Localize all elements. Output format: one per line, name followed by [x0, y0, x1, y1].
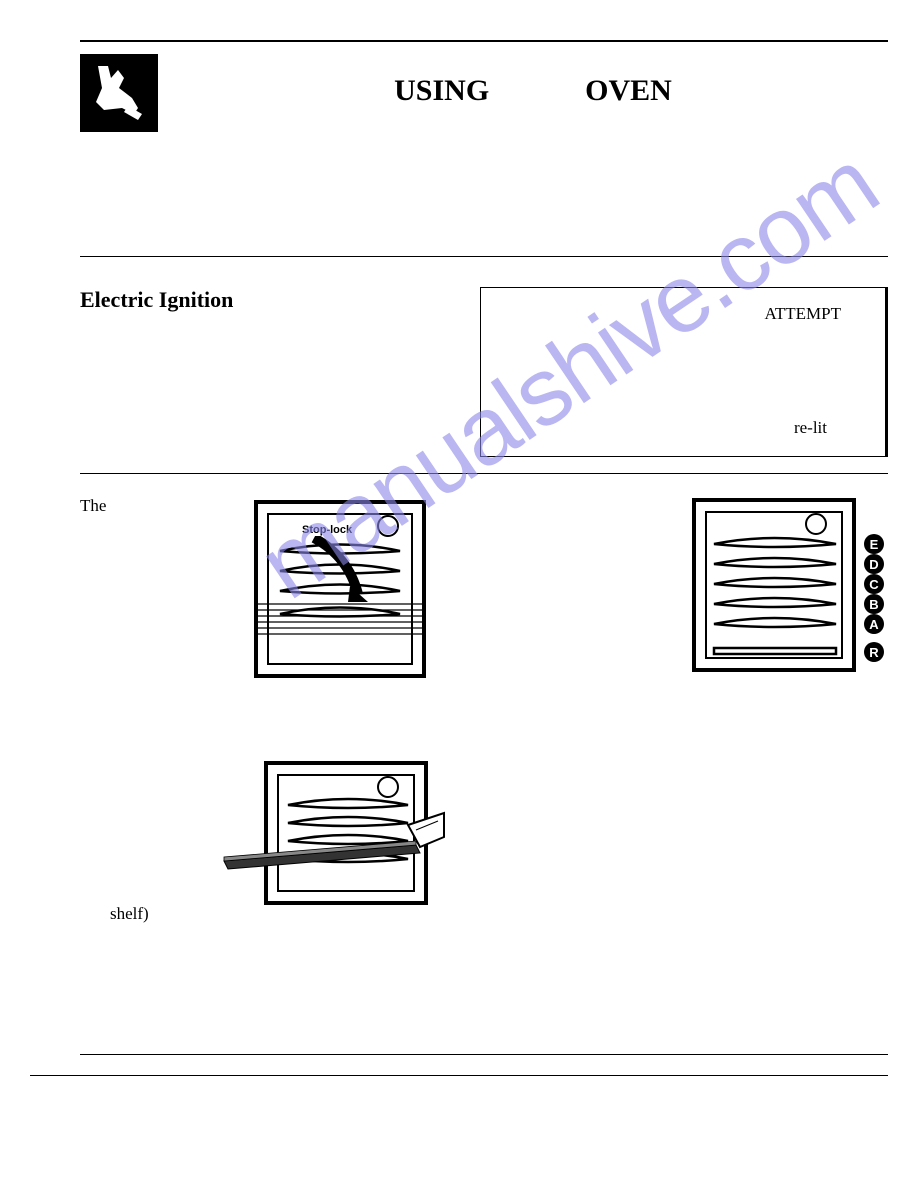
- figure-shelf-removal: [220, 757, 460, 914]
- page-title-area: USING OVEN: [178, 54, 888, 108]
- warning-box: ATTEMPT re-lit: [480, 287, 888, 457]
- page-title-part2: OVEN: [585, 74, 672, 107]
- hand-icon-svg: [84, 58, 154, 128]
- position-label-d: D: [864, 554, 884, 574]
- position-label-r: R: [864, 642, 884, 662]
- bottom-rule-1: [80, 1054, 888, 1055]
- header-row: USING OVEN: [80, 54, 888, 132]
- shelves-section: The: [80, 474, 888, 954]
- fig1-svg: [250, 496, 460, 682]
- top-rule: [80, 40, 888, 42]
- figure-shelf-positions: E D C B A R: [688, 496, 878, 679]
- ignition-section: Electric Ignition ATTEMPT re-lit: [80, 257, 888, 473]
- figure-stoplock: Stop-lock: [250, 496, 460, 687]
- warning-word-relit: re-lit: [497, 418, 827, 438]
- warning-word-attempt: ATTEMPT: [497, 304, 841, 324]
- bottom-rule-2: [30, 1075, 888, 1076]
- position-label-e: E: [864, 534, 884, 554]
- position-label-b: B: [864, 594, 884, 614]
- ignition-heading: Electric Ignition: [80, 287, 462, 313]
- position-label-c: C: [864, 574, 884, 594]
- fig2-svg: [220, 757, 460, 909]
- page-title-part1: USING: [394, 74, 489, 107]
- position-label-a: A: [864, 614, 884, 634]
- fig3-svg: [688, 496, 878, 674]
- stoplock-label: Stop-lock: [300, 524, 354, 536]
- cleaning-hand-icon: [80, 54, 158, 132]
- intro-word: The: [80, 496, 230, 516]
